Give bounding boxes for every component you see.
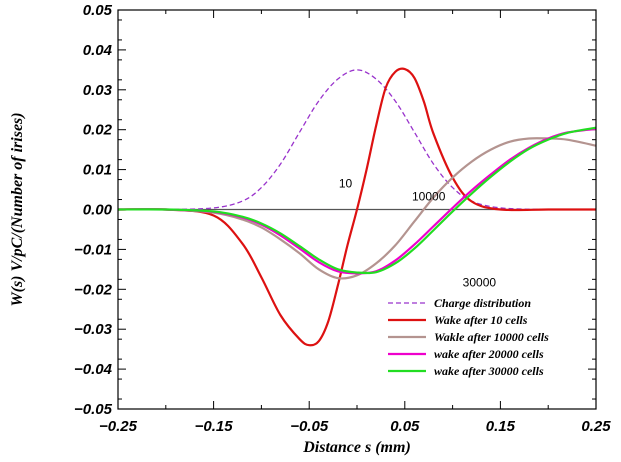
legend-label-2: Wakle after 10000 cells xyxy=(434,330,549,344)
y-axis-title: W(s) V/pC/(Number of irises) xyxy=(9,112,26,306)
x-tick-label: −0.25 xyxy=(99,418,138,435)
annotations: 10 10000 30000 xyxy=(339,177,497,290)
legend-label-0: Charge distribution xyxy=(434,296,531,310)
series-line-4 xyxy=(117,126,597,275)
y-tick-label: 0.01 xyxy=(83,162,112,179)
y-tick-label: 0.04 xyxy=(83,42,113,59)
y-tick-label: 0.00 xyxy=(83,202,113,219)
x-tick-label: 0.25 xyxy=(581,418,611,435)
x-axis-ticks: −0.25 −0.15 −0.05 0.05 0.15 0.25 xyxy=(99,10,611,435)
x-tick-label: −0.15 xyxy=(195,418,234,435)
y-axis-ticks: −0.05 −0.04 −0.03 −0.02 −0.01 0.00 0.01 0.02 0.0… xyxy=(74,2,596,418)
x-tick-label: 0.15 xyxy=(486,418,516,435)
y-tick-label: 0.02 xyxy=(83,122,113,139)
y-tick-label: 0.03 xyxy=(83,82,113,99)
legend-label-1: Wake after 10 cells xyxy=(434,313,528,327)
y-tick-label: −0.01 xyxy=(74,241,112,258)
y-tick-label: −0.04 xyxy=(74,361,113,378)
curve-annotation-0: 10 xyxy=(339,177,353,191)
series-line-1 xyxy=(117,67,596,347)
curve-annotation-1: 10000 xyxy=(412,190,446,204)
x-tick-label: 0.05 xyxy=(390,418,420,435)
legend-label-3: wake after 20000 cells xyxy=(434,347,544,361)
y-tick-label: −0.05 xyxy=(74,401,113,418)
y-tick-label: −0.02 xyxy=(74,281,113,298)
y-tick-label: −0.03 xyxy=(74,321,113,338)
curve-annotation-2: 30000 xyxy=(463,276,497,290)
x-axis-title: Distance s (mm) xyxy=(302,439,411,456)
x-tick-label: −0.05 xyxy=(290,418,329,435)
legend: Charge distribution Wake after 10 cells Wa… xyxy=(388,296,549,378)
series-line-2 xyxy=(117,137,597,280)
y-tick-label: 0.05 xyxy=(83,2,113,19)
legend-label-4: wake after 30000 cells xyxy=(434,364,544,378)
series-layer xyxy=(117,67,597,347)
plot-frame xyxy=(117,9,597,410)
